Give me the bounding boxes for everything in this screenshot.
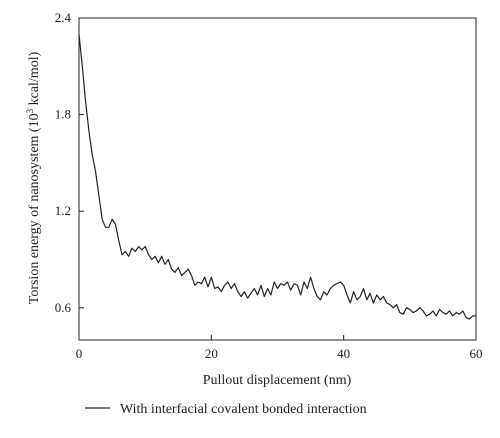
y-axis-title-sup: 3 [25,108,35,113]
y-tick-label: 1.8 [55,107,71,122]
y-axis-title: Torsion energy of nanosystem (103 kcal/m… [25,51,42,304]
series-line [78,34,476,320]
y-axis-title-prefix: Torsion energy of nanosystem (10 [27,113,42,304]
x-tick-label: 60 [470,346,483,361]
y-tick-label: 1.2 [55,203,71,218]
x-tick-label: 0 [76,346,83,361]
y-axis-title-suffix: kcal/mol) [27,51,42,108]
y-tick-label: 2.4 [55,10,72,25]
x-axis-ticks: 0 20 40 60 [76,335,483,361]
y-tick-label: 0.6 [55,300,72,315]
x-tick-label: 20 [205,346,218,361]
x-axis-title: Pullout displacement (nm) [203,373,352,388]
plot-frame [78,17,477,341]
x-tick-label: 40 [337,346,350,361]
y-axis-ticks: 0.6 1.2 1.8 2.4 [55,10,84,315]
legend: With interfacial covalent bonded interac… [85,402,367,417]
legend-label: With interfacial covalent bonded interac… [120,402,367,417]
